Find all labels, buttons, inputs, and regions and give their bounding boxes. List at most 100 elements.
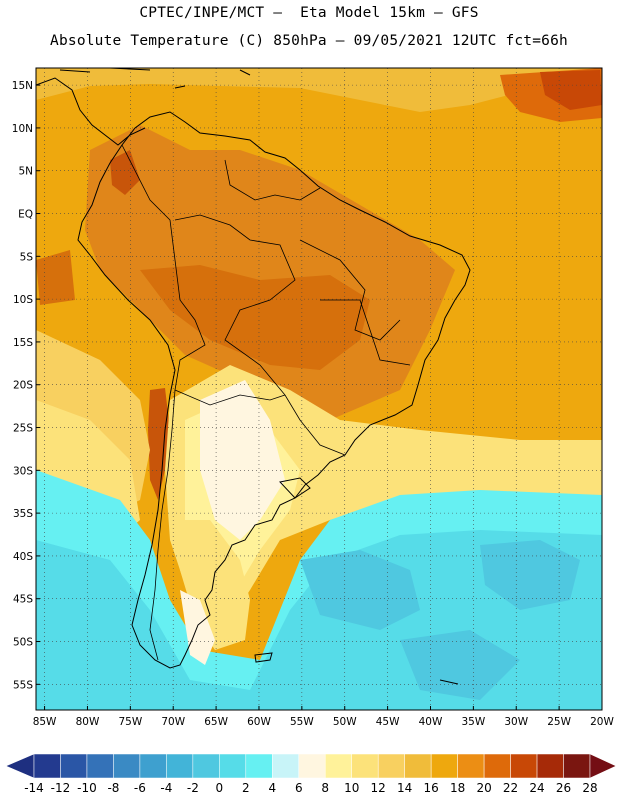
colorbar-label: -8	[107, 781, 119, 795]
colorbar-swatch	[324, 753, 352, 779]
colorbar-label: -12	[51, 781, 71, 795]
south-georgia	[439, 679, 459, 685]
colorbar-swatch	[563, 753, 591, 779]
colorbar-label: 24	[529, 781, 544, 795]
country-borders	[121, 144, 411, 661]
field-interior-hot	[140, 265, 370, 370]
lat-tick-label: 15S	[13, 337, 33, 349]
colorbar-swatch	[510, 753, 538, 779]
colorbar-swatch	[245, 753, 273, 779]
central-america-coastline	[36, 77, 146, 146]
lon-tick-label: 65W	[204, 716, 228, 728]
lat-tick-label: 35S	[13, 508, 33, 520]
lat-tick-label: 5N	[18, 166, 33, 178]
colorbar-label: -2	[187, 781, 199, 795]
lon-tick-label: 25W	[547, 716, 571, 728]
colorbar-label: 4	[268, 781, 276, 795]
lon-tick-label: 60W	[247, 716, 271, 728]
colorbar-swatch	[113, 753, 141, 779]
field-ocean-cyan-dark-3	[400, 630, 520, 700]
colorbar-label: 18	[450, 781, 465, 795]
border-guianas	[224, 159, 321, 201]
falklands	[254, 652, 273, 663]
colorbar-swatch	[351, 753, 379, 779]
field-continent-orange	[85, 125, 455, 420]
longitude-axis: 85W 80W 75W 70W 65W 60W 55W 50W 45W 40W 35W 30W 25W 2…	[33, 706, 614, 728]
border-andean	[121, 144, 286, 406]
border-chile-argentina	[149, 389, 176, 661]
colorbar-label: 12	[371, 781, 386, 795]
uruguay-lagoon	[279, 477, 311, 499]
field-south-yellow	[165, 365, 602, 620]
colorbar-swatch	[60, 753, 88, 779]
colorbar-label: 28	[582, 781, 597, 795]
colorbar-label: -6	[134, 781, 146, 795]
colorbar-swatch	[86, 753, 114, 779]
lon-tick-label: 30W	[504, 716, 528, 728]
lon-tick-label: 75W	[118, 716, 142, 728]
lon-tick-label: 20W	[590, 716, 614, 728]
south-america-coastline	[77, 111, 471, 669]
colorbar-swatch	[457, 753, 485, 779]
colorbar-swatch	[33, 753, 61, 779]
colorbar-swatch	[139, 753, 167, 779]
colorbar-label: 22	[503, 781, 518, 795]
colorbar-min-arrow	[5, 753, 35, 779]
lat-tick-label: 55S	[13, 679, 33, 691]
colorbar-label: 20	[476, 781, 491, 795]
lat-tick-label: 40S	[13, 551, 33, 563]
map-title-line-1: CPTEC/INPE/MCT – Eta Model 15km – GFS	[139, 5, 479, 21]
latitude-axis: 15N 10N 5N EQ 5S 10S 15S 20S 25S 30S 35S 40S 45S 50S 5…	[12, 80, 40, 691]
border-brazil-west	[174, 214, 346, 456]
lon-tick-label: 55W	[290, 716, 314, 728]
colorbar-swatch	[219, 753, 247, 779]
colorbar-label: 26	[556, 781, 571, 795]
colorbar-label: -4	[160, 781, 172, 795]
lon-tick-label: 70W	[161, 716, 185, 728]
colorbar-label: -10	[77, 781, 97, 795]
lon-tick-label: 50W	[333, 716, 357, 728]
lon-tick-label: 35W	[461, 716, 485, 728]
field-west-hot	[36, 250, 75, 305]
colorbar-label: 10	[344, 781, 359, 795]
field-andes-hot	[148, 388, 170, 500]
colorbar-label: 6	[295, 781, 303, 795]
lat-tick-label: 25S	[13, 423, 33, 435]
field-ocean-cyan-dark-2	[480, 540, 580, 610]
colorbar-swatch	[298, 753, 326, 779]
lon-tick-label: 85W	[33, 716, 57, 728]
caribbean-islands	[59, 68, 251, 89]
field-south-cream	[200, 380, 285, 540]
plot-frame	[35, 67, 603, 711]
field-north-band	[36, 68, 602, 112]
colorbar-label: 8	[321, 781, 329, 795]
colorbar-swatch	[377, 753, 405, 779]
colorbar-swatch	[272, 753, 300, 779]
colorbar-swatch	[430, 753, 458, 779]
lat-tick-label: 45S	[13, 594, 33, 606]
lat-tick-label: 5S	[20, 251, 34, 263]
lat-tick-label: 20S	[13, 380, 33, 392]
lat-tick-label: 30S	[13, 465, 33, 477]
field-ocean-cyan-dark	[300, 550, 420, 630]
colorbar-swatch	[192, 753, 220, 779]
colorbar-label: 14	[397, 781, 412, 795]
lat-tick-label: 10S	[13, 294, 33, 306]
colorbar-label: 2	[242, 781, 250, 795]
lat-tick-label: 10N	[12, 123, 33, 135]
colorbar-label: -14	[24, 781, 44, 795]
colorbar-max-arrow	[589, 753, 617, 779]
colorbar-label: 16	[424, 781, 439, 795]
field-north-andes-hot	[110, 150, 140, 195]
temperature-field	[36, 68, 602, 710]
field-north-hotter	[540, 70, 602, 110]
lon-tick-label: 80W	[76, 716, 100, 728]
colorbar-swatch	[404, 753, 432, 779]
lon-tick-label: 40W	[419, 716, 443, 728]
colorbar-label: 0	[216, 781, 224, 795]
colorbar-swatch	[166, 753, 194, 779]
lat-tick-label: 15N	[12, 80, 33, 92]
border-brazil-states	[299, 239, 411, 366]
lat-tick-label: EQ	[18, 209, 33, 221]
